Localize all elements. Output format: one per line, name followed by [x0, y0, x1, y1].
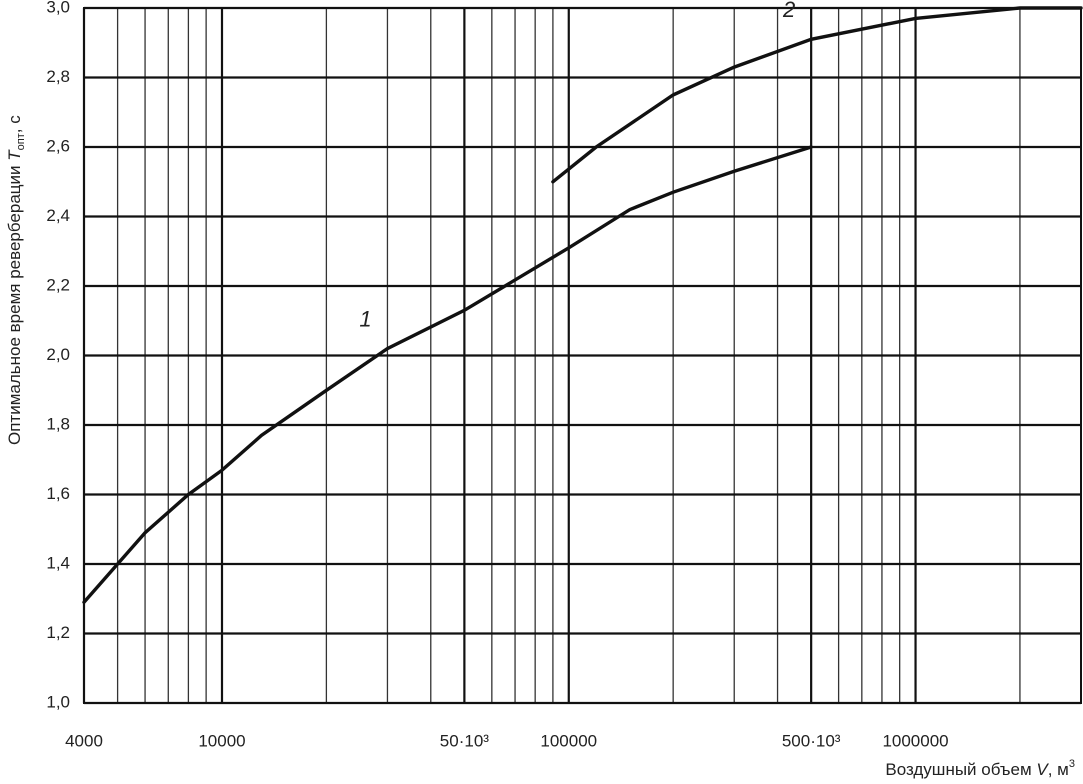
- y-tick-label: 3,0: [46, 0, 70, 16]
- x-tick-label: 50·10³: [440, 731, 489, 750]
- y-tick-label: 1,8: [46, 414, 70, 433]
- curve-label: 1: [359, 306, 371, 331]
- y-tick-label: 1,2: [46, 623, 70, 642]
- y-tick-label: 2,0: [46, 345, 70, 364]
- y-tick-label: 2,6: [46, 136, 70, 155]
- x-tick-label: 1000000: [882, 731, 948, 750]
- curve: [551, 6, 1083, 184]
- x-tick-label: 500·10³: [782, 731, 841, 750]
- x-axis-title: Воздушный объем V, м3: [885, 758, 1075, 780]
- y-axis-title: Оптимальное время реверберации Tопт, с: [5, 115, 26, 445]
- y-tick-label: 1,6: [46, 484, 70, 503]
- y-tick-label: 2,2: [46, 275, 70, 294]
- y-tick-label: 1,4: [46, 553, 70, 572]
- x-tick-label: 10000: [198, 731, 245, 750]
- x-tick-label: 100000: [540, 731, 597, 750]
- curve-label: 2: [782, 0, 795, 22]
- x-tick-label: 4000: [65, 731, 103, 750]
- y-tick-label: 1,0: [46, 692, 70, 711]
- plot-frame: [83, 7, 1082, 704]
- y-tick-label: 2,4: [46, 206, 70, 225]
- y-tick-label: 2,8: [46, 67, 70, 86]
- curve: [82, 145, 813, 604]
